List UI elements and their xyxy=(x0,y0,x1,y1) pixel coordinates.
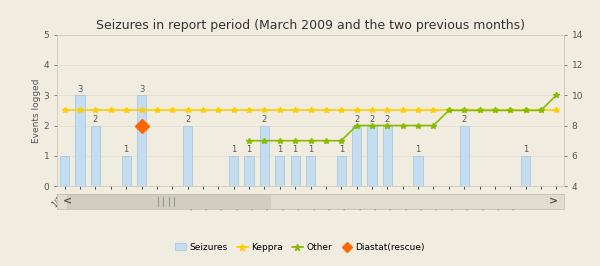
Text: 1: 1 xyxy=(338,145,344,154)
Legend: Seizures, Keppra, Other, Diastat(rescue): Seizures, Keppra, Other, Diastat(rescue) xyxy=(172,239,428,255)
Text: 1: 1 xyxy=(277,145,283,154)
Bar xyxy=(383,126,392,186)
Text: 3: 3 xyxy=(139,85,144,94)
Text: 1: 1 xyxy=(415,145,421,154)
Text: <: < xyxy=(63,197,73,206)
Text: 2: 2 xyxy=(262,115,267,124)
Bar xyxy=(91,126,100,186)
Text: 2: 2 xyxy=(93,115,98,124)
Bar xyxy=(229,156,238,186)
Text: 3: 3 xyxy=(77,85,83,94)
Bar xyxy=(367,126,377,186)
Bar xyxy=(244,156,254,186)
Text: 1: 1 xyxy=(247,145,251,154)
Bar xyxy=(460,126,469,186)
Bar xyxy=(275,156,284,186)
Bar xyxy=(183,126,192,186)
Y-axis label: Events logged: Events logged xyxy=(32,78,41,143)
Bar xyxy=(521,156,530,186)
Text: 2: 2 xyxy=(354,115,359,124)
Text: >: > xyxy=(548,197,558,206)
Bar xyxy=(122,156,131,186)
Text: 2: 2 xyxy=(185,115,190,124)
Title: Seizures in report period (March 2009 and the two previous months): Seizures in report period (March 2009 an… xyxy=(96,19,525,32)
Text: 1: 1 xyxy=(124,145,129,154)
Text: 2: 2 xyxy=(461,115,467,124)
Text: 1: 1 xyxy=(523,145,528,154)
Text: 1: 1 xyxy=(308,145,313,154)
Bar xyxy=(260,126,269,186)
Bar xyxy=(352,126,361,186)
Bar xyxy=(76,95,85,186)
Bar xyxy=(413,156,422,186)
Text: 2: 2 xyxy=(370,115,374,124)
Bar xyxy=(60,156,69,186)
Text: 1: 1 xyxy=(231,145,236,154)
Bar xyxy=(137,95,146,186)
Bar xyxy=(306,156,315,186)
Bar xyxy=(290,156,300,186)
Text: 1: 1 xyxy=(293,145,298,154)
Bar xyxy=(67,194,270,209)
Bar xyxy=(337,156,346,186)
Text: 2: 2 xyxy=(385,115,390,124)
